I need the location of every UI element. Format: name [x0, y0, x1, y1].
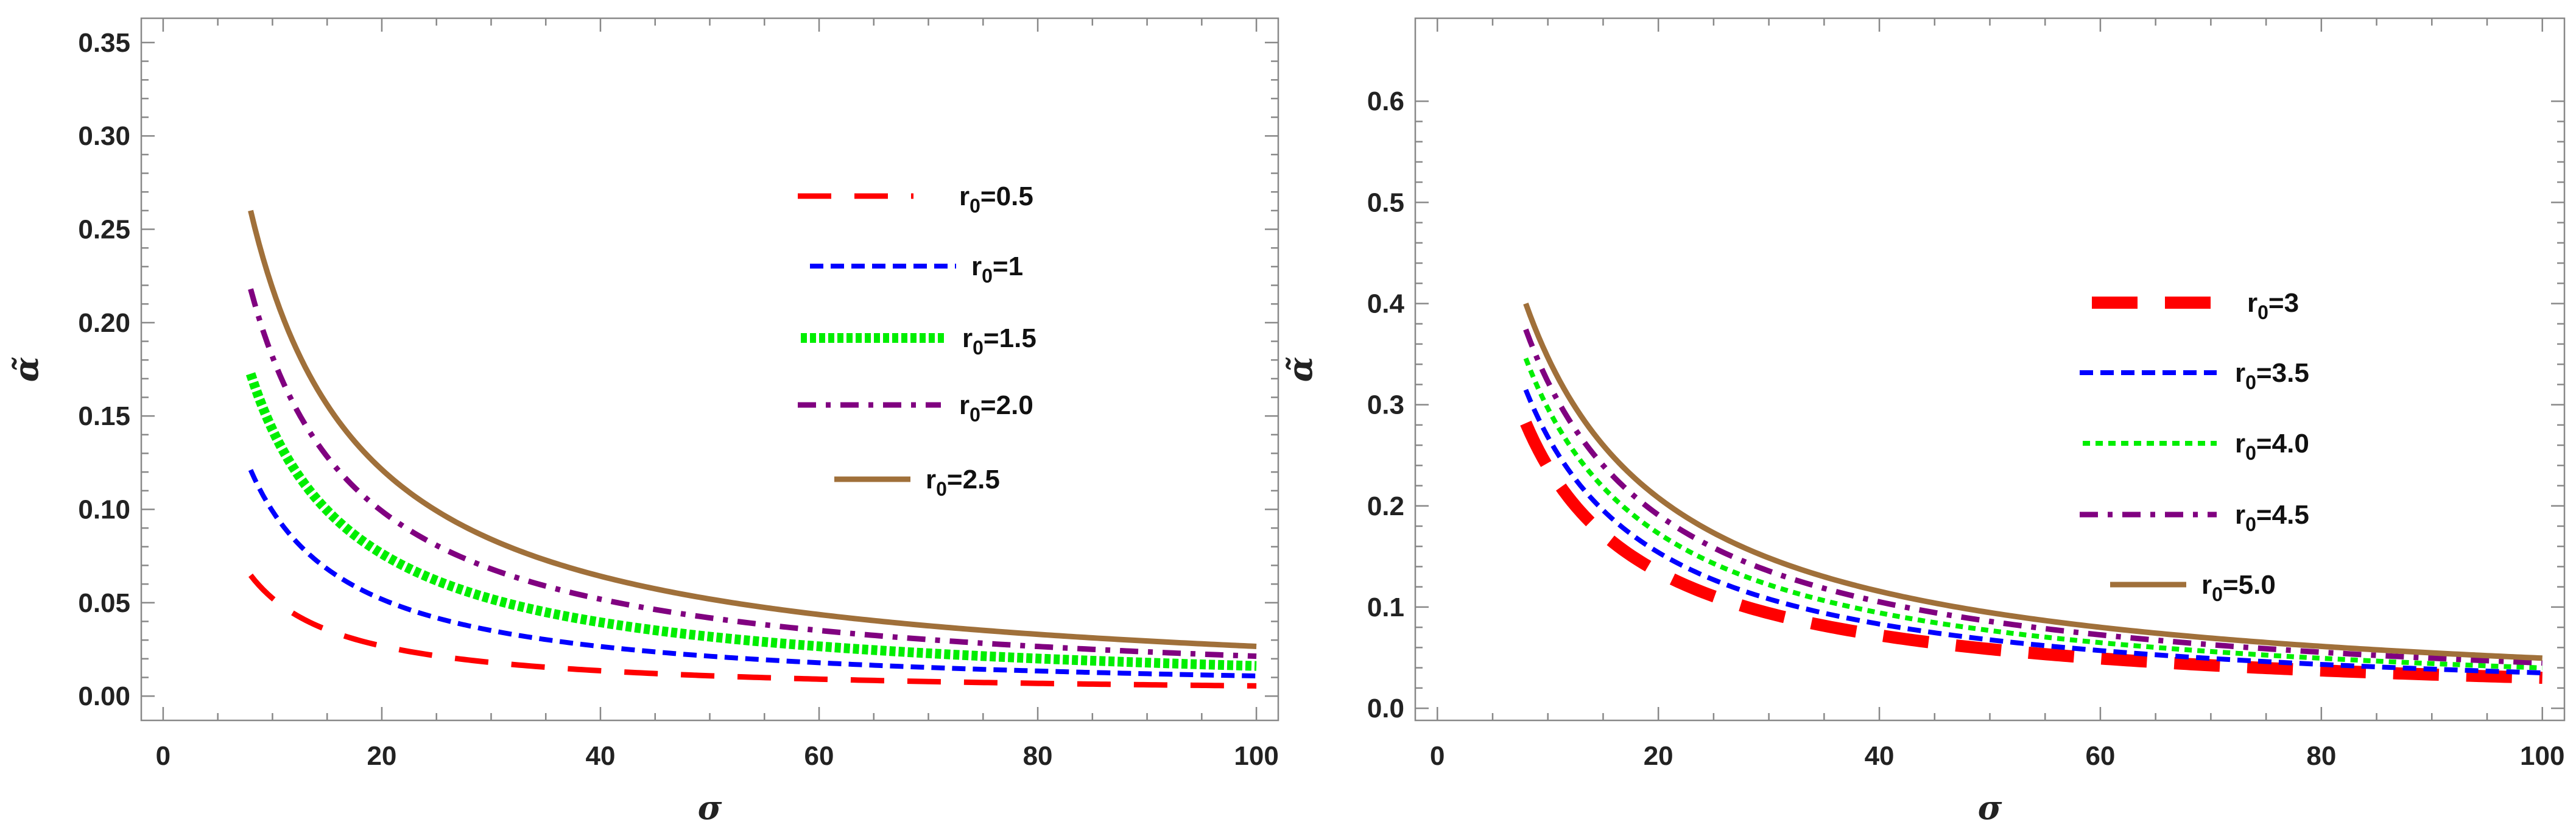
x-axis-label: σ — [698, 788, 722, 827]
legend-item: r0=1 — [810, 251, 1023, 287]
chart-panel-1: 0 20 40 60 80 100 0.00 0.05 0.10 0.15 0.20 0.25 0.30… — [7, 17, 1279, 827]
y-axis-label: α̃ — [1281, 357, 1320, 382]
y-tick-label: 0.2 — [1367, 491, 1404, 521]
x-tick-label: 100 — [2520, 741, 2564, 771]
legend-label: r0=3.5 — [2235, 358, 2309, 393]
legend-item: r0=1.5 — [801, 323, 1036, 359]
legend-label: r0=4.0 — [2235, 429, 2309, 464]
series-line-r0-0-5 — [248, 573, 1257, 689]
y-tick-label: 0.3 — [1367, 390, 1404, 420]
legend-item: r0=5.0 — [2110, 570, 2276, 605]
y-tick-label: 0.30 — [78, 121, 130, 151]
legend-item: r0=2.0 — [798, 390, 1033, 426]
x-tick-label: 20 — [1644, 741, 1673, 771]
series-line-r0-3-5 — [1523, 389, 2543, 675]
y-tick-label: 0.1 — [1367, 593, 1404, 622]
y-tick-label: 0.00 — [78, 681, 130, 711]
y-tick-label: 0.05 — [78, 588, 130, 618]
legend-item: r0=4.0 — [2083, 429, 2309, 464]
chart-panel-2: 0 20 40 60 80 100 0.0 0.1 0.2 0.3 0.4 0.5 0.6 σ α̃ r0=3… — [1281, 17, 2566, 827]
series-line-r0-4-5 — [1523, 328, 2543, 666]
x-tick-label: 0 — [156, 741, 171, 771]
series-line-r0-2-0 — [248, 288, 1257, 659]
legend-item: r0=4.5 — [2080, 500, 2309, 535]
y-tick-label: 0.0 — [1367, 694, 1404, 723]
legend-label: r0=2.0 — [959, 390, 1033, 426]
x-tick-label: 20 — [367, 741, 396, 771]
x-axis-label: σ — [1978, 788, 2002, 827]
x-tick-label: 60 — [804, 741, 834, 771]
legend-item: r0=3 — [2092, 288, 2299, 323]
y-tick-label: 0.15 — [78, 401, 130, 431]
legend-label: r0=1 — [971, 251, 1023, 287]
x-tick-label: 60 — [2085, 741, 2115, 771]
x-tick-label: 40 — [586, 741, 616, 771]
series-line-r0-2-5 — [248, 209, 1257, 649]
x-tick-label: 80 — [1023, 741, 1053, 771]
y-tick-label: 0.4 — [1367, 289, 1405, 319]
legend-item: r0=2.5 — [834, 465, 1000, 500]
y-tick-label: 0.25 — [78, 215, 130, 245]
legend-label: r0=0.5 — [959, 181, 1033, 217]
legend-item: r0=3.5 — [2080, 358, 2309, 393]
legend-label: r0=4.5 — [2235, 500, 2309, 535]
y-tick-label: 0.20 — [78, 308, 130, 338]
y-tick-label: 0.10 — [78, 494, 130, 524]
series-line-r0-5-0 — [1523, 302, 2543, 661]
legend-label: r0=2.5 — [926, 465, 1000, 500]
legend-label: r0=3 — [2247, 288, 2299, 323]
y-axis-label: α̃ — [7, 357, 46, 382]
series-line-r0-1 — [248, 469, 1257, 679]
legend-item: r0=0.5 — [798, 181, 1033, 217]
series-line-r0-1-5 — [245, 372, 1258, 671]
legend-label: r0=1.5 — [962, 323, 1036, 359]
legend-label: r0=5.0 — [2201, 570, 2276, 605]
x-tick-label: 80 — [2306, 741, 2336, 771]
y-tick-label: 0.35 — [78, 28, 130, 58]
x-tick-label: 40 — [1865, 741, 1895, 771]
y-tick-label: 0.5 — [1367, 188, 1404, 217]
series-line-r0-3 — [1520, 420, 2544, 684]
x-tick-label: 0 — [1430, 741, 1445, 771]
x-tick-label: 100 — [1234, 741, 1278, 771]
y-tick-label: 0.6 — [1367, 86, 1404, 116]
series-line-r0-4-0 — [1523, 357, 2543, 670]
